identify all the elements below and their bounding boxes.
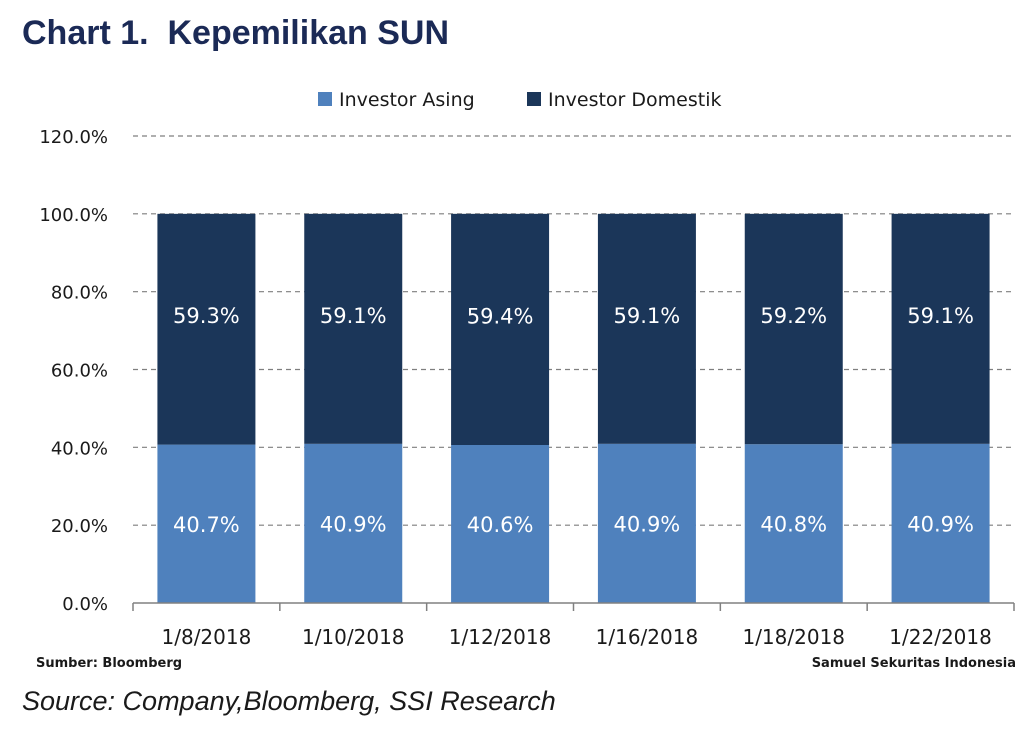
data-label: 40.8% <box>760 513 827 537</box>
bar-segment-investor-asing <box>744 444 843 603</box>
source-note-right: Samuel Sekuritas Indonesia <box>811 656 1016 671</box>
x-tick-label: 1/16/2018 <box>596 625 699 649</box>
x-tick-label: 1/22/2018 <box>889 625 992 649</box>
y-tick-label: 20.0% <box>51 516 108 537</box>
legend: Investor Asing Investor Domestik <box>318 89 722 111</box>
legend-swatch <box>318 92 332 106</box>
data-label: 59.1% <box>614 304 681 328</box>
x-tick-label: 1/10/2018 <box>302 625 405 649</box>
y-tick-label: 80.0% <box>51 283 108 304</box>
legend-label: Investor Domestik <box>548 89 722 111</box>
grid-lines <box>133 135 1014 526</box>
data-label: 40.6% <box>467 513 534 537</box>
y-tick-label: 60.0% <box>51 361 108 382</box>
y-tick-label: 40.0% <box>51 438 108 459</box>
source-note-left: Sumber: Bloomberg <box>36 656 183 671</box>
y-axis-ticks: 0.0% 20.0% 40.0% 60.0% 80.0% 100.0% 120.0% <box>39 127 108 615</box>
x-tick-label: 1/8/2018 <box>162 625 252 649</box>
y-tick-label: 120.0% <box>39 127 108 148</box>
bar-segment-investor-domestik <box>891 213 990 444</box>
y-tick-label: 100.0% <box>39 205 108 226</box>
bars: 40.7% 59.3% 40.9% 59.1% 40.6% 59.4% 40.9% 59.1%… <box>157 213 990 603</box>
bar-segment-investor-domestik <box>744 213 843 445</box>
data-label: 40.9% <box>614 512 681 536</box>
bar-segment-investor-domestik <box>451 213 550 445</box>
chart-title: Chart 1. Kepemilikan SUN <box>22 14 450 52</box>
bar-segment-investor-asing <box>304 443 403 603</box>
bar-segment-investor-domestik <box>304 213 403 444</box>
x-tick-label: 1/18/2018 <box>742 625 845 649</box>
bar-segment-investor-domestik <box>597 213 696 444</box>
data-label: 59.1% <box>320 304 387 328</box>
data-label: 59.1% <box>907 304 974 328</box>
legend-label: Investor Asing <box>339 89 475 111</box>
x-tick-label: 1/12/2018 <box>449 625 552 649</box>
data-label: 59.4% <box>467 304 534 328</box>
bar-segment-investor-domestik <box>157 213 256 445</box>
data-label: 59.3% <box>173 304 240 328</box>
legend-swatch <box>527 92 541 106</box>
source-line: Source: Company,Bloomberg, SSI Research <box>22 686 556 716</box>
bar-segment-investor-asing <box>891 443 990 603</box>
data-label: 59.2% <box>760 304 827 328</box>
x-axis <box>132 602 1015 611</box>
data-label: 40.7% <box>173 513 240 537</box>
bar-segment-investor-asing <box>451 444 550 603</box>
data-label: 40.9% <box>320 512 387 536</box>
data-label: 40.9% <box>907 512 974 536</box>
stacked-bar-chart: 0.0% 20.0% 40.0% 60.0% 80.0% 100.0% 120.0% 40.… <box>39 89 1015 649</box>
bar-segment-investor-asing <box>597 443 696 603</box>
x-axis-ticks: 1/8/2018 1/10/2018 1/12/2018 1/16/2018 1/18/… <box>162 625 992 649</box>
bar-segment-investor-asing <box>157 444 256 603</box>
y-tick-label: 0.0% <box>62 594 108 615</box>
